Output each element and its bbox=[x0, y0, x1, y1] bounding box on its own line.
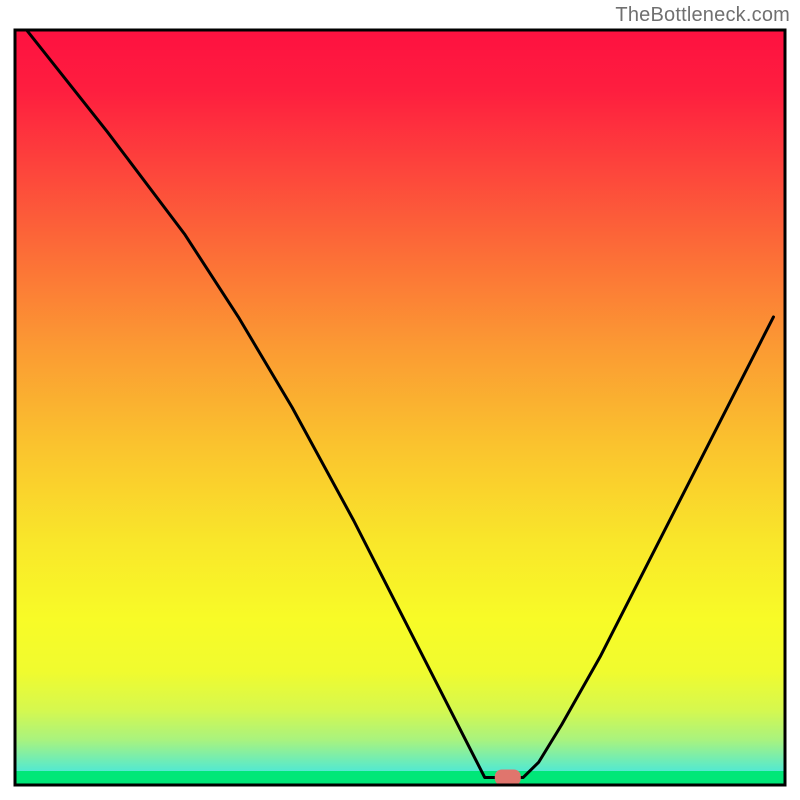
plot-area bbox=[15, 30, 785, 785]
bottleneck-chart bbox=[0, 0, 800, 800]
watermark-text: TheBottleneck.com bbox=[615, 4, 790, 27]
optimal-point-marker bbox=[495, 769, 521, 785]
gradient-background bbox=[15, 30, 785, 785]
chart-stage: TheBottleneck.com bbox=[0, 0, 800, 800]
green-baseline-band bbox=[15, 771, 785, 785]
